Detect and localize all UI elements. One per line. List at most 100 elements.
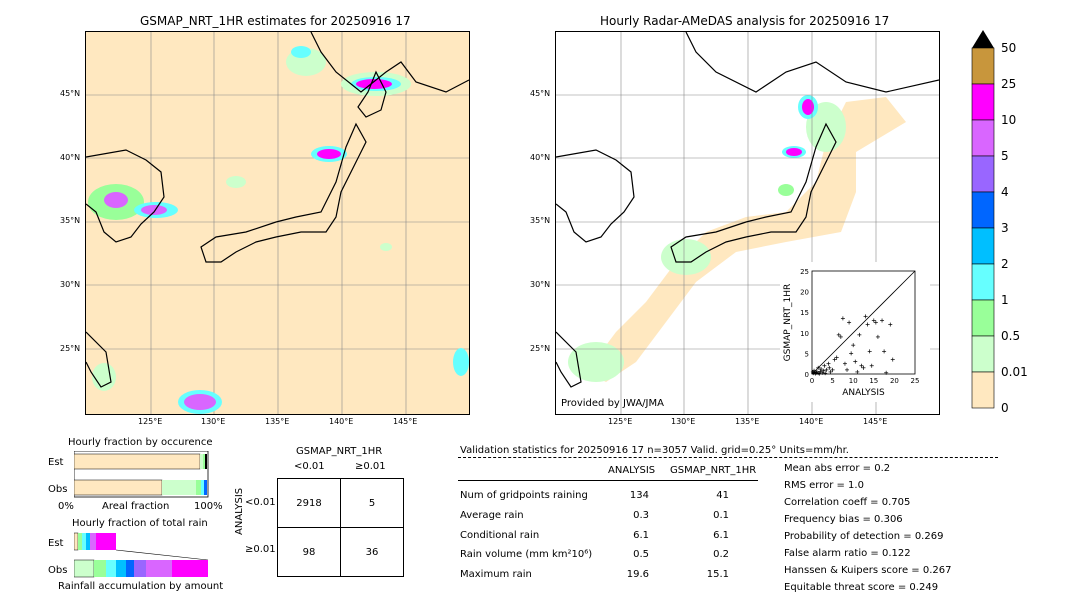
right-lat-45: 45°N — [530, 89, 551, 98]
scatter-point — [819, 367, 824, 372]
scatter-point — [821, 368, 826, 373]
left-lon-135: 135°E — [265, 417, 290, 426]
scatter-point — [810, 369, 815, 374]
occurrence-axis-right: 100% — [194, 501, 223, 512]
scatter-point — [818, 369, 823, 374]
total-rain-bars — [74, 532, 209, 578]
colorbar-label: 3 — [1001, 221, 1009, 235]
scatter-point — [838, 334, 843, 339]
scatter-point — [853, 359, 858, 364]
scatter-point — [884, 370, 889, 375]
total-rain-axis-label: Rainfall accumulation by amount — [58, 581, 224, 592]
scatter-ytick: 10 — [800, 330, 809, 338]
row-gsmap-3: 0.2 — [713, 549, 729, 560]
row-label-0: Num of gridpoints raining — [460, 490, 588, 501]
contingency-row2: ≥0.01 — [245, 544, 276, 555]
contingency-title: GSMAP_NRT_1HR — [296, 446, 383, 457]
scatter-point — [888, 322, 893, 327]
scatter-ytick: 20 — [800, 289, 809, 297]
colorbar-label: 0.5 — [1001, 329, 1020, 343]
left-lat-45: 45°N — [60, 89, 81, 98]
scatter-xtick: 0 — [810, 377, 814, 385]
scatter-inset: 0 5 10 15 20 25 0 5 10 15 20 25 ANALYSIS GSMAP_NRT_1H… — [780, 262, 930, 402]
row-label-1: Average rain — [460, 510, 524, 521]
scatter-xtick: 10 — [849, 377, 858, 385]
total-rain-est-label: Est — [48, 538, 64, 549]
row-analysis-0: 134 — [629, 490, 649, 501]
total-rain-obs-label: Obs — [48, 565, 68, 576]
scatter-point — [824, 367, 829, 372]
occurrence-title: Hourly fraction by occurence — [68, 437, 213, 448]
occurrence-obs-label: Obs — [48, 484, 68, 495]
right-lon-140: 140°E — [799, 417, 824, 426]
total-rain-title: Hourly fraction of total rain — [72, 518, 208, 529]
row-analysis-2: 6.1 — [633, 530, 649, 541]
scatter-point — [822, 363, 827, 368]
cell-r1c2: 5 — [340, 478, 404, 528]
scatter-point — [847, 320, 852, 325]
contingency-row1: <0.01 — [245, 497, 276, 508]
colorbar-segment — [971, 371, 995, 409]
colorbar-label: 10 — [1001, 113, 1016, 127]
row-gsmap-2: 6.1 — [713, 530, 729, 541]
scatter-point — [861, 365, 866, 370]
row-label-4: Maximum rain — [460, 569, 532, 580]
scatter-point — [820, 370, 825, 375]
score-7: Equitable threat score = 0.249 — [784, 582, 939, 593]
score-1: RMS error = 1.0 — [784, 480, 864, 491]
scatter-point — [880, 318, 885, 323]
scatter-point — [869, 363, 874, 368]
right-map-title: Hourly Radar-AMeDAS analysis for 2025091… — [600, 14, 890, 28]
colorbar-segment — [971, 227, 995, 265]
colorbar-segment — [971, 335, 995, 373]
row-label-2: Conditional rain — [460, 530, 540, 541]
colorbar-label: 50 — [1001, 41, 1016, 55]
right-lon-125: 125°E — [608, 417, 633, 426]
scatter-point — [873, 320, 878, 325]
contingency-table: 2918 5 98 36 — [277, 478, 404, 577]
score-6: Hanssen & Kuipers score = 0.267 — [784, 565, 952, 576]
left-map-canvas — [86, 32, 469, 414]
scatter-point — [827, 365, 832, 370]
radar-credit: Provided by JWA/JMA — [561, 398, 664, 409]
colorbar-arrow — [972, 30, 994, 48]
scatter-point — [834, 355, 839, 360]
scatter-point — [890, 357, 895, 362]
row-gsmap-0: 41 — [716, 490, 729, 501]
scatter-point — [882, 349, 887, 354]
scatter-xtick: 15 — [869, 377, 878, 385]
colorbar-segment — [971, 83, 995, 121]
cell-r2c1: 98 — [277, 527, 341, 577]
scatter-point — [857, 332, 862, 337]
left-lon-125: 125°E — [138, 417, 163, 426]
scatter-point — [814, 370, 819, 375]
scatter-point — [863, 314, 868, 319]
left-lat-40: 40°N — [60, 153, 81, 162]
scatter-point — [845, 367, 850, 372]
colorbar-segment — [971, 119, 995, 157]
scatter-xtick: 20 — [890, 377, 899, 385]
scatter-point — [832, 357, 837, 362]
cell-r1c1: 2918 — [277, 478, 341, 528]
score-5: False alarm ratio = 0.122 — [784, 548, 911, 559]
row-analysis-1: 0.3 — [633, 510, 649, 521]
occurrence-bars — [74, 451, 209, 498]
left-lat-25: 25°N — [60, 344, 81, 353]
score-4: Probability of detection = 0.269 — [784, 531, 944, 542]
scatter-plot: 0 5 10 15 20 25 0 5 10 15 20 25 ANALYSIS GSMAP_NRT_1H… — [783, 268, 919, 398]
row-analysis-4: 19.6 — [626, 569, 649, 580]
scatter-point — [855, 369, 860, 374]
occurrence-est-label: Est — [48, 457, 64, 468]
left-lon-140: 140°E — [329, 417, 354, 426]
colorbar-label: 2 — [1001, 257, 1009, 271]
colorbar-label: 25 — [1001, 77, 1016, 91]
right-lat-40: 40°N — [530, 153, 551, 162]
left-lon-130: 130°E — [201, 417, 226, 426]
scatter-point — [826, 361, 831, 366]
colorbar-segment — [971, 155, 995, 193]
scatter-point — [871, 318, 876, 323]
scatter-diagonal — [811, 270, 916, 375]
score-2: Correlation coeff = 0.705 — [784, 497, 911, 508]
scatter-ytick: 0 — [805, 371, 809, 379]
scatter-point — [840, 316, 845, 321]
